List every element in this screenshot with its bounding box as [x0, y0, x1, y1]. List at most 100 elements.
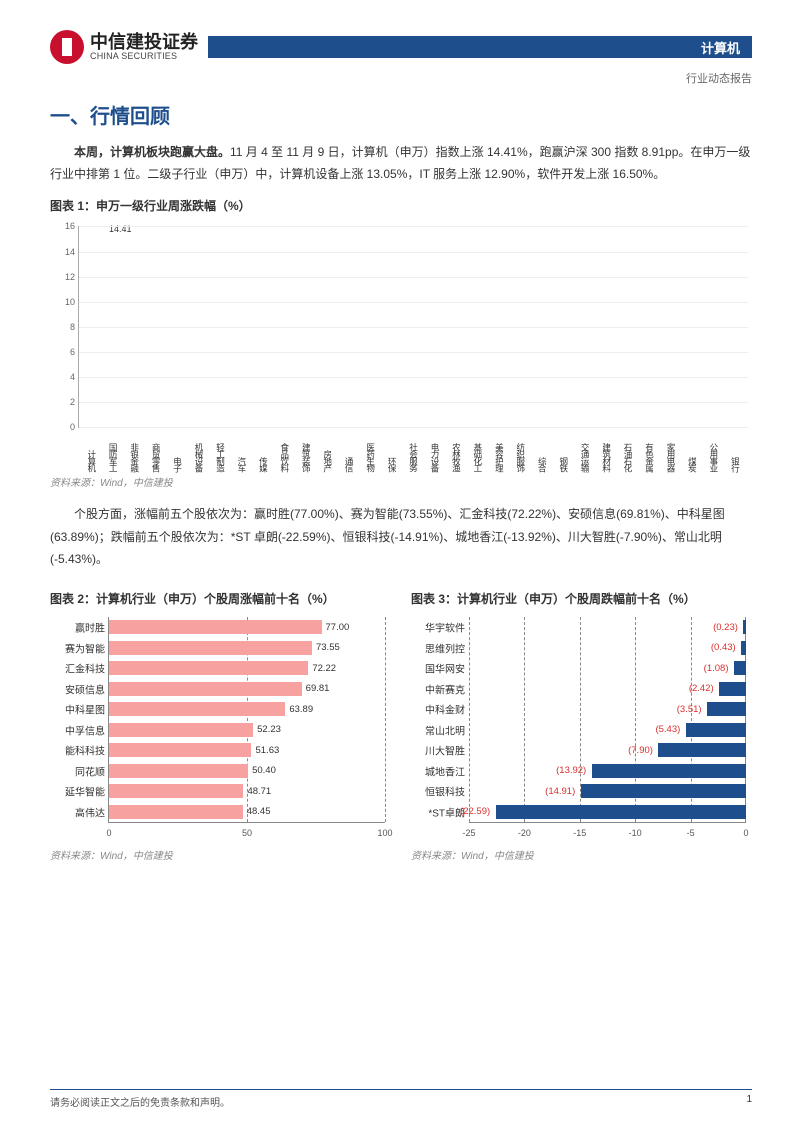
chart1-xlabel: 计算机	[86, 450, 98, 471]
chart3-bar	[496, 805, 746, 819]
chart1-ytick: 16	[55, 221, 75, 231]
chart2-ylabel: 延华智能	[51, 784, 105, 799]
chart1-ytick: 8	[55, 322, 75, 332]
chart3-value-label: (22.59)	[460, 806, 490, 817]
chart1-xlabel: 通信	[343, 457, 355, 471]
chart2-value-label: 52.23	[257, 724, 281, 735]
chart3-ylabel: 川大智胜	[411, 743, 465, 758]
chart3-value-label: (0.23)	[713, 622, 738, 633]
chart1-ytick: 12	[55, 272, 75, 282]
chart3-ylabel: 恒银科技	[411, 784, 465, 799]
chart1-xlabel: 基础化工	[472, 443, 484, 471]
chart3-ylabel: 华宇软件	[411, 620, 465, 635]
chart1-xlabel: 环保	[386, 457, 398, 471]
chart1-title: 图表 1：申万一级行业周涨跌幅（%）	[50, 197, 752, 214]
chart1-xlabel: 银行	[729, 457, 741, 471]
chart1-ytick: 2	[55, 397, 75, 407]
chart2-ylabel: 中孚信息	[51, 722, 105, 737]
chart3-xtick: -5	[687, 828, 695, 838]
chart1-xlabel: 非银金融	[129, 443, 141, 471]
chart1-xlabel: 有色金属	[644, 443, 656, 471]
title-bar: 计算机	[208, 36, 752, 58]
chart2-bar	[109, 661, 308, 675]
chart1-xlabel: 机械设备	[193, 443, 205, 471]
chart1-xlabel: 钢铁	[558, 457, 570, 471]
chart3-value-label: (14.91)	[545, 786, 575, 797]
paragraph-1: 本周，计算机板块跑赢大盘。11 月 4 至 11 月 9 日，计算机（申万）指数…	[50, 141, 752, 185]
two-column: 图表 2：计算机行业（申万）个股周涨幅前十名（%） 050100赢时胜77.00…	[50, 582, 752, 862]
chart3-ylabel: 国华网安	[411, 661, 465, 676]
chart3-value-label: (3.51)	[677, 704, 702, 715]
paragraph-2: 个股方面，涨幅前五个股依次为：赢时胜(77.00%)、赛为智能(73.55%)、…	[50, 503, 752, 570]
chart2-value-label: 72.22	[312, 663, 336, 674]
col-right: 图表 3：计算机行业（申万）个股周跌幅前十名（%） -25-20-15-10-5…	[411, 582, 752, 862]
chart3-bar	[719, 682, 746, 696]
chart2-value-label: 50.40	[252, 765, 276, 776]
chart1-xlabel: 综合	[536, 457, 548, 471]
chart1-ytick: 10	[55, 297, 75, 307]
chart1-xlabel: 煤炭	[686, 457, 698, 471]
chart3-bar	[743, 620, 746, 634]
page-number: 1	[746, 1094, 752, 1109]
chart3-source: 资料来源：Wind，中信建投	[411, 847, 752, 862]
chart1-xlabel: 建筑材料	[601, 443, 613, 471]
chart2-ylabel: 赛为智能	[51, 640, 105, 655]
chart1-xlabel: 食品饮料	[279, 443, 291, 471]
chart1-xlabel: 商贸零售	[150, 443, 162, 471]
chart2-ylabel: 中科星图	[51, 702, 105, 717]
chart3-bar	[734, 661, 746, 675]
chart2-xtick: 0	[106, 828, 111, 838]
report-type: 行业动态报告	[50, 70, 752, 86]
chart2-value-label: 63.89	[289, 704, 313, 715]
chart3-bar	[581, 784, 746, 798]
chart1-xlabel: 农林牧渔	[450, 443, 462, 471]
page: 中信建投证券 CHINA SECURITIES 计算机 行业动态报告 一、行情回…	[0, 0, 802, 1133]
chart1-xlabel: 美容护理	[493, 443, 505, 471]
chart2: 050100赢时胜77.00赛为智能73.55汇金科技72.22安硕信息69.8…	[50, 613, 391, 843]
chart3-ylabel: 中新赛克	[411, 681, 465, 696]
chart2-bar	[109, 723, 253, 737]
chart3-xtick: 0	[743, 828, 748, 838]
chart2-xtick: 100	[377, 828, 392, 838]
chart2-value-label: 48.45	[247, 806, 271, 817]
chart1-source: 资料来源：Wind，中信建投	[50, 474, 752, 489]
chart1-xlabel: 国防军工	[107, 443, 119, 471]
chart1-xlabel: 医药生物	[365, 443, 377, 471]
chart3: -25-20-15-10-50华宇软件(0.23)思维列控(0.43)国华网安(…	[411, 613, 752, 843]
chart1-xlabel: 交通运输	[579, 443, 591, 471]
chart3-value-label: (7.90)	[628, 745, 653, 756]
chart3-ylabel: 中科金财	[411, 702, 465, 717]
chart3-value-label: (0.43)	[711, 642, 736, 653]
chart2-ylabel: 赢时胜	[51, 620, 105, 635]
logo-icon	[50, 30, 84, 64]
chart1-xlabel: 公用事业	[708, 443, 720, 471]
chart2-value-label: 69.81	[306, 683, 330, 694]
chart2-bar	[109, 641, 312, 655]
chart3-ylabel: 城地香江	[411, 763, 465, 778]
chart2-bar	[109, 805, 243, 819]
chart2-ylabel: 安硕信息	[51, 681, 105, 696]
chart3-value-label: (2.42)	[689, 683, 714, 694]
chart2-bar	[109, 784, 243, 798]
category-label: 计算机	[701, 38, 740, 57]
chart2-ylabel: 高伟达	[51, 804, 105, 819]
chart1-xlabel: 电子	[172, 457, 184, 471]
chart1-xlabel: 汽车	[236, 457, 248, 471]
chart1: 14.41 0246810121416计算机国防军工非银金融商贸零售电子机械设备…	[50, 220, 752, 470]
chart1-xlabel: 家用电器	[665, 443, 677, 471]
chart1-ytick: 6	[55, 347, 75, 357]
chart2-ylabel: 汇金科技	[51, 661, 105, 676]
chart2-value-label: 51.63	[255, 745, 279, 756]
chart1-xlabel: 传媒	[257, 457, 269, 471]
chart1-ytick: 0	[55, 422, 75, 432]
section-title: 一、行情回顾	[50, 100, 752, 129]
chart1-xlabel: 房地产	[322, 450, 334, 471]
chart2-bar	[109, 620, 322, 634]
chart3-ylabel: *ST卓朗	[411, 804, 465, 819]
chart3-xtick: -10	[629, 828, 642, 838]
logo-en: CHINA SECURITIES	[90, 52, 198, 61]
footer: 请务必阅读正文之后的免责条款和声明。 1	[50, 1089, 752, 1109]
chart3-bar	[592, 764, 746, 778]
chart3-value-label: (13.92)	[556, 765, 586, 776]
paragraph-1-lead: 本周，计算机板块跑赢大盘。	[74, 145, 230, 159]
